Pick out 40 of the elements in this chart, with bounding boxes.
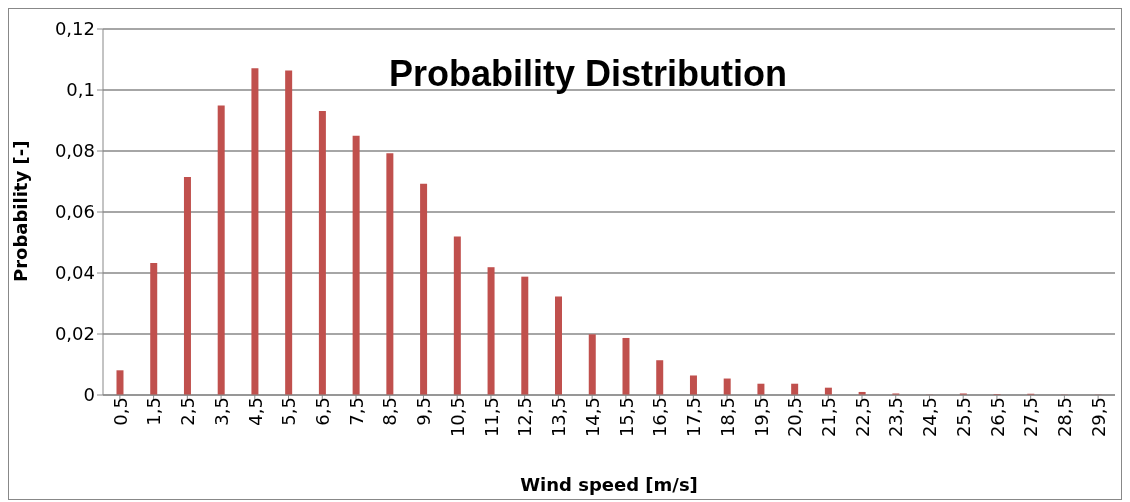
y-tick-label: 0,12 — [54, 18, 95, 40]
x-tick-label: 20,5 — [784, 397, 806, 438]
x-tick-label: 22,5 — [851, 397, 873, 438]
y-tick-label: 0,1 — [66, 79, 95, 101]
x-tick-label: 9,5 — [413, 397, 435, 426]
x-tick-label: 28,5 — [1054, 397, 1076, 438]
y-tick-label: 0 — [83, 384, 95, 406]
x-tick-label: 6,5 — [312, 397, 334, 426]
x-tick-label: 4,5 — [244, 397, 266, 426]
x-tick-label: 0,5 — [109, 397, 131, 426]
x-tick-label: 18,5 — [716, 397, 738, 438]
text: Probability Distribution — [389, 53, 788, 95]
x-tick-label: 13,5 — [548, 397, 570, 438]
x-tick-label: 14,5 — [581, 397, 603, 438]
y-tick-label: 0,02 — [54, 323, 95, 345]
x-tick-label: 3,5 — [210, 397, 232, 426]
x-tick-label: 15,5 — [615, 397, 637, 438]
x-tick-label: 19,5 — [750, 397, 772, 438]
x-tick-label: 10,5 — [446, 397, 468, 438]
x-tick-label: 2,5 — [177, 397, 199, 426]
y-axis-title: Probability [-] — [10, 140, 32, 282]
x-tick-label: 16,5 — [649, 397, 671, 438]
x-tick-label: 23,5 — [885, 397, 907, 438]
x-tick-label: 11,5 — [480, 397, 502, 438]
x-tick-label: 29,5 — [1087, 397, 1109, 438]
y-tick-label: 0,06 — [54, 201, 95, 223]
x-tick-label: 7,5 — [345, 397, 367, 426]
x-tick-label: 5,5 — [278, 397, 300, 426]
x-tick-label: 17,5 — [683, 397, 705, 438]
y-tick-label: 0,08 — [54, 140, 95, 162]
x-tick-label: 25,5 — [952, 397, 974, 438]
x-tick-label: 21,5 — [818, 397, 840, 438]
x-tick-label: 24,5 — [919, 397, 941, 438]
x-tick-label: 27,5 — [1020, 397, 1042, 438]
x-tick-label: 12,5 — [514, 397, 536, 438]
x-tick-label: 1,5 — [143, 397, 165, 426]
x-axis-title: Wind speed [m/s] — [520, 474, 698, 495]
x-tick-label: 8,5 — [379, 397, 401, 426]
x-tick-label: 26,5 — [986, 397, 1008, 438]
y-tick-label: 0,04 — [54, 262, 95, 284]
